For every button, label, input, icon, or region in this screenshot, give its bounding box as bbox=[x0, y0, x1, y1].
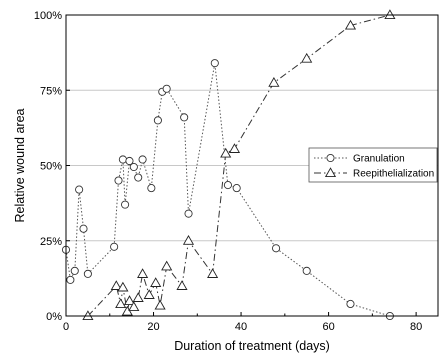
legend-label: Reepithelialization bbox=[353, 169, 434, 180]
granulation-point bbox=[114, 176, 123, 185]
granulation-point bbox=[346, 299, 355, 309]
reepithelialization-point bbox=[384, 9, 396, 20]
legend: Granulation Reepithelialization bbox=[308, 147, 438, 183]
reepithelialization-point bbox=[143, 289, 155, 299]
granulation-point bbox=[134, 173, 143, 182]
x-tick-label: 40 bbox=[235, 321, 247, 333]
granulation-point bbox=[75, 185, 84, 194]
reepithelialization-point bbox=[154, 299, 166, 310]
granulation-point bbox=[232, 184, 241, 193]
y-tick-label: 75% bbox=[40, 85, 62, 97]
granulation-point bbox=[147, 184, 156, 193]
reepithelialization-point bbox=[182, 234, 195, 245]
reepithelialization-point bbox=[220, 147, 232, 158]
granulation-point bbox=[118, 155, 127, 164]
granulation-point bbox=[66, 275, 75, 284]
x-axis-ticks: 0 20 40 60 80 bbox=[63, 312, 422, 333]
granulation-point bbox=[129, 162, 138, 172]
granulation-point bbox=[184, 209, 193, 218]
series-line-reepithelialization bbox=[87, 14, 391, 317]
reepithelialization-point bbox=[176, 280, 188, 290]
reepithelialization-point bbox=[268, 76, 280, 87]
legend-marker bbox=[324, 167, 337, 178]
granulation-point bbox=[138, 155, 147, 164]
legend-marker bbox=[326, 153, 335, 163]
x-tick-label: 0 bbox=[63, 321, 69, 333]
granulation-point bbox=[110, 242, 119, 251]
granulation-point bbox=[162, 84, 171, 93]
reepithelialization-point bbox=[137, 268, 149, 278]
granulation-point bbox=[153, 116, 162, 125]
reepithelialization-point bbox=[115, 298, 127, 309]
granulation-point bbox=[83, 269, 92, 278]
reepithelialization-point bbox=[228, 143, 241, 153]
y-tick-label: 100% bbox=[34, 10, 62, 22]
series-line-granulation bbox=[65, 63, 391, 317]
reepithelialization-point bbox=[132, 292, 144, 302]
reepithelialization-point bbox=[207, 268, 219, 278]
y-tick-label: 50% bbox=[40, 161, 62, 173]
reepithelialization-point bbox=[344, 19, 357, 30]
granulation-point bbox=[125, 156, 134, 166]
x-tick-label: 60 bbox=[322, 321, 334, 333]
markers bbox=[61, 9, 396, 321]
reepithelialization-point bbox=[123, 295, 136, 306]
reepithelialization-point bbox=[117, 281, 129, 292]
reepithelialization-point bbox=[161, 260, 173, 271]
legend-label: Granulation bbox=[353, 154, 405, 165]
granulation-point bbox=[79, 224, 88, 233]
x-tick-label: 80 bbox=[410, 321, 422, 333]
granulation-point bbox=[223, 181, 232, 190]
x-tick-label: 20 bbox=[147, 321, 159, 333]
granulation-point bbox=[210, 59, 219, 68]
reepithelialization-point bbox=[110, 280, 122, 290]
granulation-point bbox=[272, 244, 281, 253]
granulation-point bbox=[180, 113, 189, 122]
x-axis-label: Duration of treatment (days) bbox=[174, 339, 330, 353]
reepithelialization-point bbox=[82, 310, 94, 321]
y-axis-ticks: 0% 25% 50% 75% 100% bbox=[34, 10, 70, 323]
y-tick-label: 0% bbox=[46, 311, 62, 323]
reepithelialization-point bbox=[128, 301, 140, 312]
y-tick-label: 25% bbox=[40, 236, 62, 248]
granulation-point bbox=[121, 200, 130, 209]
reepithelialization-point bbox=[301, 52, 313, 63]
reepithelialization-point bbox=[150, 277, 162, 287]
granulation-point bbox=[70, 266, 79, 275]
y-axis-label: Relative wound area bbox=[13, 108, 27, 222]
granulation-point bbox=[302, 266, 311, 275]
